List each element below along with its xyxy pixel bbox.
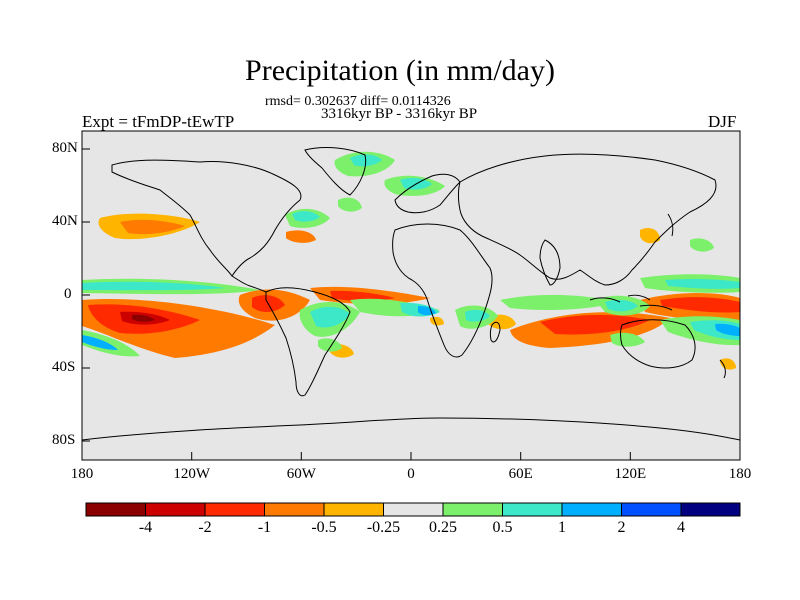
colorbar-swatch-4	[323, 502, 384, 517]
lon-label-180e: 180	[728, 466, 752, 482]
coast-central-america	[231, 275, 267, 293]
colorbar-label-6: 0.5	[492, 519, 513, 536]
lon-tick-marks	[81, 452, 741, 460]
coast-greenland	[304, 147, 367, 196]
pos-anomaly-pacific-south-east-core	[82, 335, 118, 350]
pos-anomaly-south-america-south	[318, 338, 342, 352]
neg-anomaly-atlantic-core	[330, 290, 395, 301]
neg-anomaly-north-pacific-core	[120, 219, 185, 235]
pos-anomaly-west-pacific-north-core	[665, 278, 740, 289]
lon-label-60w: 60W	[286, 466, 316, 482]
neg-anomaly-indian-core	[540, 315, 650, 335]
lon-label-180w: 180	[70, 466, 94, 482]
neg-anomaly-east-asia	[640, 228, 660, 244]
colorbar-label-4: -0.25	[366, 519, 401, 536]
colorbar-swatch-6	[442, 502, 503, 517]
colorbar-label-9: 4	[677, 519, 685, 536]
colorbar-swatch-3	[264, 502, 325, 517]
lon-label-120e: 120E	[614, 466, 647, 482]
coast-europe	[394, 173, 461, 214]
pos-anomaly-north-atlantic-core	[292, 211, 320, 222]
coast-india	[539, 239, 561, 286]
period-label: 3316kyr BP - 3316kyr BP	[321, 106, 478, 122]
pos-anomaly-south-america-core	[310, 306, 350, 328]
neg-anomaly-north-atlantic	[286, 230, 316, 243]
lat-tick-marks	[82, 148, 90, 442]
coast-asia	[458, 153, 717, 286]
pos-anomaly-asia	[690, 238, 714, 252]
colorbar-swatch-10	[680, 502, 741, 517]
season-label: DJF	[708, 112, 737, 131]
coast-north-america	[111, 159, 302, 277]
coast-madagascar	[489, 321, 501, 343]
lat-label-40s: 40S	[52, 359, 76, 375]
colorbar-swatch-9	[621, 502, 682, 517]
pos-anomaly-pacific-south-east	[82, 330, 140, 357]
colorbar-swatch-2	[204, 502, 265, 517]
lat-label-80n: 80N	[52, 140, 78, 156]
colorbar-label-7: 1	[558, 519, 566, 536]
lat-label-80s: 80S	[52, 432, 76, 448]
colorbar	[85, 502, 741, 517]
pos-anomaly-australia	[610, 332, 645, 347]
coastlines	[82, 147, 740, 441]
coast-africa	[392, 223, 493, 358]
colorbar-label-0: -4	[138, 519, 153, 536]
coast-south-america	[265, 287, 351, 397]
colorbar-swatch-0	[85, 502, 146, 517]
colorbar-label-3: -0.5	[311, 519, 337, 536]
coast-japan	[667, 213, 674, 237]
colorbar-label-5: 0.25	[429, 519, 457, 536]
lat-label-40n: 40N	[52, 213, 78, 229]
pos-anomaly-south-pacific-deep	[715, 323, 740, 336]
pos-anomaly-mid-atlantic	[338, 197, 362, 212]
lat-label-0: 0	[64, 286, 72, 302]
pos-anomaly-maritime-core	[605, 299, 638, 312]
coast-new-zealand	[719, 359, 726, 379]
colorbar-swatch-5	[383, 502, 444, 517]
colorbar-swatch-7	[502, 502, 563, 517]
colorbar-swatch-8	[561, 502, 622, 517]
map-title: Precipitation (in mm/day)	[245, 54, 555, 87]
pos-anomaly-pacific-north-core	[82, 281, 225, 291]
coast-antarctica	[82, 417, 740, 441]
neg-anomaly-pacific-darkest	[132, 314, 155, 322]
stats-label: rmsd= 0.302637 diff= 0.0114326	[265, 94, 451, 109]
experiment-label: Expt = tFmDP-tEwTP	[82, 112, 235, 131]
coast-australia	[620, 319, 696, 369]
colorbar-label-1: -2	[198, 519, 212, 536]
coast-maritime-continent	[589, 294, 673, 311]
neg-anomaly-west-pacific-core	[660, 297, 740, 313]
lon-label-0: 0	[407, 466, 415, 482]
colorbar-label-8: 2	[617, 519, 626, 536]
colorbar-label-2: -1	[257, 519, 272, 536]
pos-anomaly-indian-band	[500, 294, 620, 310]
precip-anomaly-field	[82, 151, 740, 370]
lon-label-60e: 60E	[508, 466, 533, 482]
colorbar-swatch-1	[145, 502, 206, 517]
lon-label-120w: 120W	[173, 466, 211, 482]
